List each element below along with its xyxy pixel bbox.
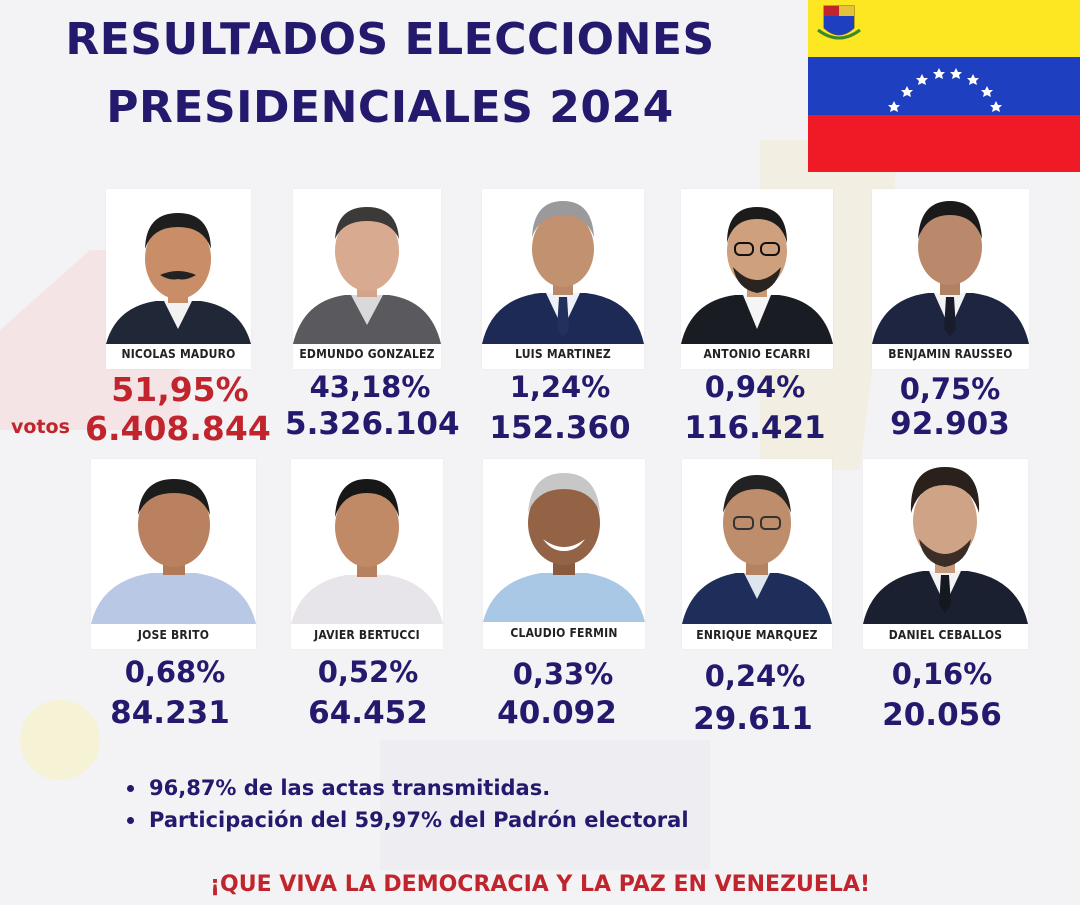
votes-label: votos [11, 416, 70, 438]
candidate-name: JOSE BRITO [137, 628, 210, 642]
candidate-name: ENRIQUE MARQUEZ [696, 628, 818, 642]
title-line-1: RESULTADOS ELECCIONES [65, 14, 715, 65]
person-icon [291, 459, 443, 624]
candidate-photo [482, 189, 644, 344]
candidate-name: JAVIER BERTUCCI [314, 628, 420, 642]
candidate-name: ANTONIO ECARRI [703, 347, 811, 361]
candidate-votes: 116.421 [684, 410, 826, 446]
candidate-name: DANIEL CEBALLOS [888, 628, 1003, 642]
candidate-votes: 40.092 [497, 695, 617, 731]
person-icon [482, 189, 644, 344]
candidate-votes: 6.408.844 [85, 409, 271, 448]
candidate-name: BENJAMIN RAUSSEO [888, 347, 1013, 361]
candidate-photo [291, 459, 443, 624]
candidate-percent: 43,18% [309, 370, 431, 404]
candidate-percent: 0,68% [124, 655, 226, 689]
slogan: ¡QUE VIVA LA DEMOCRACIA Y LA PAZ EN VENE… [210, 872, 870, 897]
candidate-name: NICOLAS MADURO [121, 347, 236, 361]
candidate-votes: 84.231 [110, 695, 230, 731]
flag-stars-icon [817, 5, 1002, 112]
candidate-photo [483, 459, 645, 622]
candidate-percent: 0,24% [704, 659, 806, 693]
candidate-card-fermin: CLAUDIO FERMIN [483, 459, 645, 649]
candidate-card-rausseo: BENJAMIN RAUSSEO [872, 189, 1029, 369]
candidate-card-martinez: LUIS MARTINEZ [482, 189, 644, 369]
note-item: 96,87% de las actas transmitidas. [125, 772, 689, 804]
candidate-percent: 1,24% [509, 370, 611, 404]
person-icon [293, 189, 441, 344]
candidate-percent: 51,95% [111, 370, 249, 409]
person-icon [681, 189, 833, 344]
coat-of-arms-icon [817, 5, 861, 40]
candidate-card-gonzalez: EDMUNDO GONZALEZ [293, 189, 441, 369]
candidate-percent: 0,75% [899, 372, 1001, 406]
candidate-photo [91, 459, 256, 624]
candidate-photo [863, 459, 1028, 624]
candidate-card-marquez: ENRIQUE MARQUEZ [682, 459, 832, 649]
candidate-votes: 5.326.104 [285, 406, 460, 442]
venezuela-flag [808, 0, 1080, 172]
candidate-photo [682, 459, 832, 624]
candidate-card-ecarri: ANTONIO ECARRI [681, 189, 833, 369]
candidate-card-brito: JOSE BRITO [91, 459, 256, 649]
candidate-percent: 0,94% [704, 370, 806, 404]
candidate-percent: 0,16% [891, 657, 993, 691]
candidate-votes: 20.056 [882, 697, 1002, 733]
candidate-percent: 0,33% [512, 657, 614, 691]
candidate-votes: 29.611 [693, 701, 813, 737]
person-icon [483, 459, 645, 622]
person-icon [863, 459, 1028, 624]
candidate-name: EDMUNDO GONZALEZ [299, 347, 435, 361]
candidate-photo [872, 189, 1029, 344]
notes-list: 96,87% de las actas transmitidas. Partic… [125, 772, 689, 836]
candidate-votes: 92.903 [890, 406, 1010, 442]
candidate-photo [293, 189, 441, 344]
candidate-photo [681, 189, 833, 344]
person-icon [91, 459, 256, 624]
person-icon [106, 189, 251, 344]
candidate-percent: 0,52% [317, 655, 419, 689]
candidate-name: CLAUDIO FERMIN [510, 626, 618, 640]
candidate-votes: 152.360 [489, 410, 631, 446]
candidate-card-maduro: NICOLAS MADURO [106, 189, 251, 369]
candidate-photo [106, 189, 251, 344]
person-icon [872, 189, 1029, 344]
title-line-2: PRESIDENCIALES 2024 [106, 82, 674, 133]
person-icon [682, 459, 832, 624]
candidate-votes: 64.452 [308, 695, 428, 731]
note-item: Participación del 59,97% del Padrón elec… [125, 804, 689, 836]
candidate-card-bertucci: JAVIER BERTUCCI [291, 459, 443, 649]
candidate-name: LUIS MARTINEZ [515, 347, 611, 361]
candidate-card-ceballos: DANIEL CEBALLOS [863, 459, 1028, 649]
